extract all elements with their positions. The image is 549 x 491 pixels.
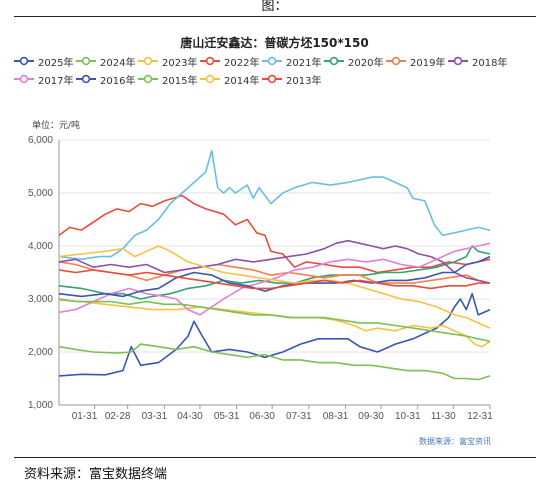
- chart-title: 唐山迁安鑫达：普碳方坯150*150: [180, 36, 369, 50]
- x-tick-label: 04-30: [177, 411, 203, 422]
- legend-item[interactable]: 2021年: [262, 54, 322, 69]
- y-tick-label: 5,000: [28, 188, 53, 199]
- x-tick-label: 02-28: [105, 411, 131, 422]
- legend-label: 2024年: [100, 57, 136, 69]
- legend-label: 2018年: [472, 57, 508, 69]
- x-tick-label: 05-31: [214, 411, 240, 422]
- legend-item[interactable]: 2019年: [386, 54, 446, 69]
- legend-line-icon: [76, 74, 96, 84]
- legend-label: 2016年: [100, 75, 136, 87]
- legend-item[interactable]: 2024年: [76, 54, 136, 69]
- series-line-2014年: [58, 245, 491, 329]
- legend-label: 2015年: [162, 75, 198, 87]
- y-tick-label: 3,000: [28, 294, 53, 305]
- series-line-2018年: [58, 239, 491, 284]
- series-line-2024年: [58, 343, 491, 381]
- series-line-2016年: [58, 255, 491, 298]
- legend-line-icon: [76, 56, 96, 66]
- legend-line-icon: [200, 74, 220, 84]
- legend-label: 2019年: [410, 57, 446, 69]
- figure-caption: 图：: [261, 0, 288, 14]
- data-source-note: 资料来源：富宝数据终端: [24, 467, 168, 482]
- legend-line-icon: [262, 74, 282, 84]
- x-tick-label: 11-30: [431, 411, 456, 422]
- unit-label: 单位：元/吨: [32, 121, 81, 131]
- series-line-2017年: [58, 242, 491, 316]
- legend-item[interactable]: 2020年: [324, 54, 384, 69]
- legend-item[interactable]: 2014年: [200, 72, 260, 87]
- legend-label: 2020年: [348, 57, 384, 69]
- x-tick-label: 09-30: [358, 411, 384, 422]
- legend-label: 2013年: [286, 75, 322, 87]
- legend-line-icon: [138, 74, 158, 84]
- legend-line-icon: [324, 56, 344, 66]
- x-tick-label: 08-31: [323, 411, 349, 422]
- legend-item[interactable]: 2025年: [14, 54, 74, 69]
- y-tick-label: 2,000: [28, 347, 53, 358]
- x-tick-label: 01-31: [72, 411, 98, 422]
- legend-label: 2021年: [286, 57, 322, 69]
- series-line-2025年: [58, 292, 491, 377]
- y-tick-label: 4,000: [28, 241, 53, 252]
- legend-line-icon: [448, 56, 468, 66]
- series-line-2013年: [58, 269, 490, 290]
- series-line-2015年: [58, 298, 491, 343]
- x-tick-label: 10-31: [395, 411, 421, 422]
- legend-label: 2025年: [38, 57, 74, 69]
- legend-line-icon: [200, 56, 220, 66]
- series-line-2020年: [58, 245, 491, 300]
- legend-item[interactable]: 2017年: [14, 72, 74, 87]
- legend-item[interactable]: 2018年: [448, 54, 508, 69]
- top-rule: [14, 16, 536, 17]
- legend-item[interactable]: 2023年: [138, 54, 198, 69]
- series-line-2021年: [58, 149, 491, 261]
- legend-line-icon: [14, 74, 34, 84]
- legend-item[interactable]: 2013年: [262, 72, 322, 87]
- x-tick-label: 03-31: [142, 411, 168, 422]
- x-tick-label: 12-31: [467, 411, 493, 422]
- legend-line-icon: [262, 56, 282, 66]
- x-tick-label: 07-31: [286, 411, 312, 422]
- legend-item[interactable]: 2022年: [200, 54, 260, 69]
- legend-item[interactable]: 2015年: [138, 72, 198, 87]
- legend-label: 2014年: [224, 75, 260, 87]
- legend-line-icon: [14, 56, 34, 66]
- legend-line-icon: [138, 56, 158, 66]
- legend-line-icon: [386, 56, 406, 66]
- bottom-rule: [14, 457, 536, 458]
- legend-item[interactable]: 2016年: [76, 72, 136, 87]
- legend-label: 2023年: [162, 57, 198, 69]
- series-line-2019年: [58, 261, 491, 284]
- y-tick-label: 6,000: [28, 135, 53, 146]
- y-tick-label: 1,000: [28, 400, 53, 411]
- legend-label: 2017年: [38, 75, 74, 87]
- legend-label: 2022年: [224, 57, 260, 69]
- series-line-2022年: [58, 194, 491, 274]
- source-watermark: 数据来源：富宝资讯: [419, 437, 491, 446]
- series-line-2023年: [58, 299, 491, 348]
- x-tick-label: 06-30: [249, 411, 275, 422]
